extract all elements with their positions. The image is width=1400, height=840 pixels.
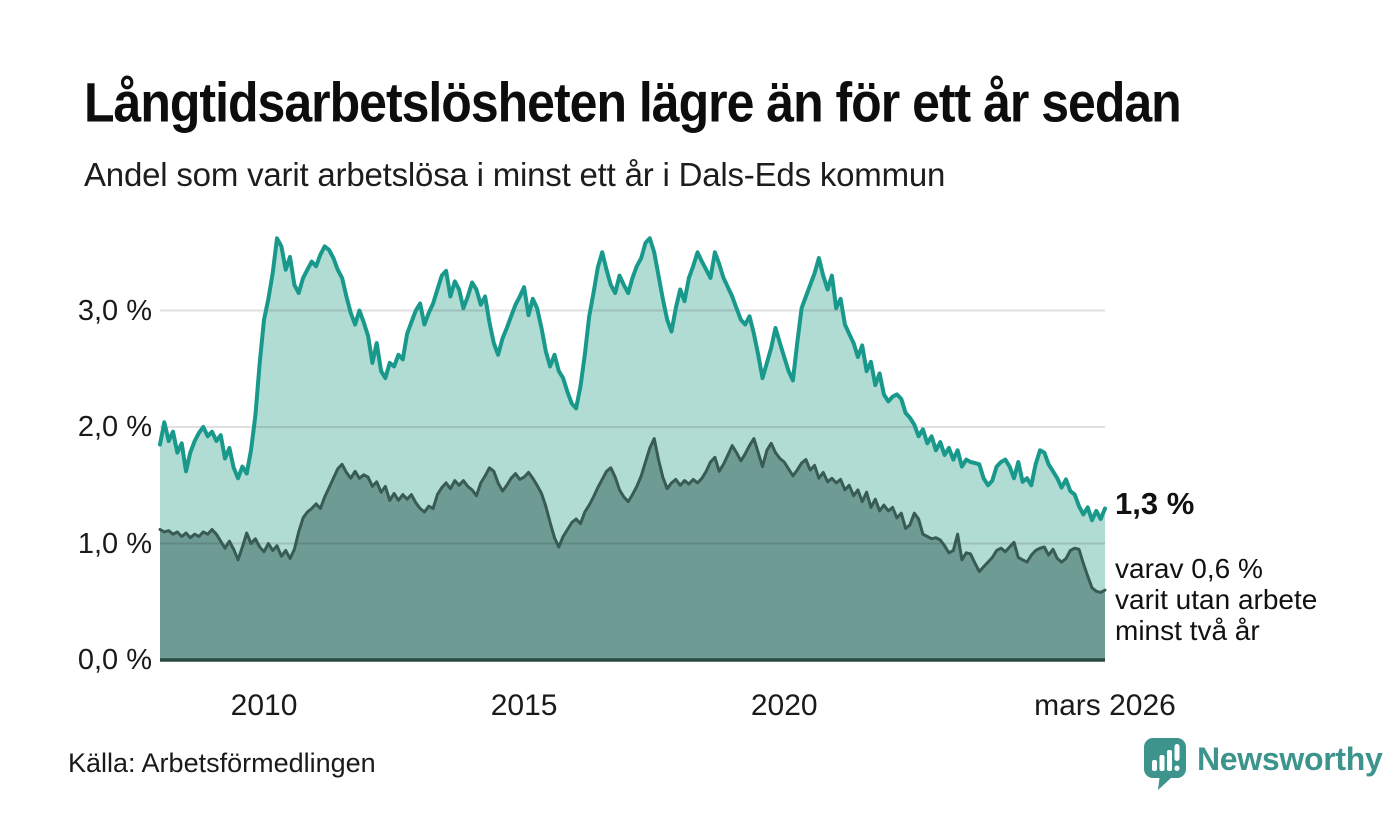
newsworthy-wordmark: Newsworthy — [1197, 741, 1383, 777]
series-fill-1 — [160, 438, 1105, 660]
exclamation-bar — [1174, 744, 1180, 761]
x-tick-label: mars 2026 — [1034, 689, 1176, 722]
source-text: Källa: Arbetsförmedlingen — [68, 748, 376, 778]
note-line: minst två år — [1115, 615, 1260, 646]
series-line-0 — [158, 236, 1107, 523]
y-tick-label: 1,0 % — [77, 527, 152, 560]
page-subtitle: Andel som varit arbetslösa i minst ett å… — [84, 156, 946, 193]
y-tick-label: 2,0 % — [77, 411, 152, 443]
x-tick-label: 2010 — [230, 689, 298, 722]
speech-bubble-shape — [1144, 738, 1186, 790]
x-tick-label: 2015 — [490, 689, 558, 722]
exclamation-dot — [1174, 765, 1180, 771]
newsworthy-logo: Newsworthy — [1143, 737, 1383, 791]
y-tick-label: 0,0 % — [77, 644, 152, 676]
x-tick-label: 2020 — [750, 689, 818, 722]
newsworthy-logo-icon — [1144, 738, 1186, 790]
y-tick-label: 3,0 % — [77, 294, 152, 327]
bar-tall — [1167, 750, 1172, 771]
latest-note-annotation: varav 0,6 % varit utan arbete minst två … — [1115, 553, 1317, 646]
series-line-1 — [158, 437, 1107, 594]
page-title: Långtidsarbetslösheten lägre än för ett … — [84, 71, 1182, 134]
note-line: varit utan arbete — [1115, 584, 1318, 615]
latest-value-annotation: 1,3 % — [1115, 486, 1195, 521]
bar-medium — [1159, 755, 1165, 771]
bar-short — [1152, 760, 1157, 771]
note-line: varav 0,6 % — [1115, 553, 1263, 584]
